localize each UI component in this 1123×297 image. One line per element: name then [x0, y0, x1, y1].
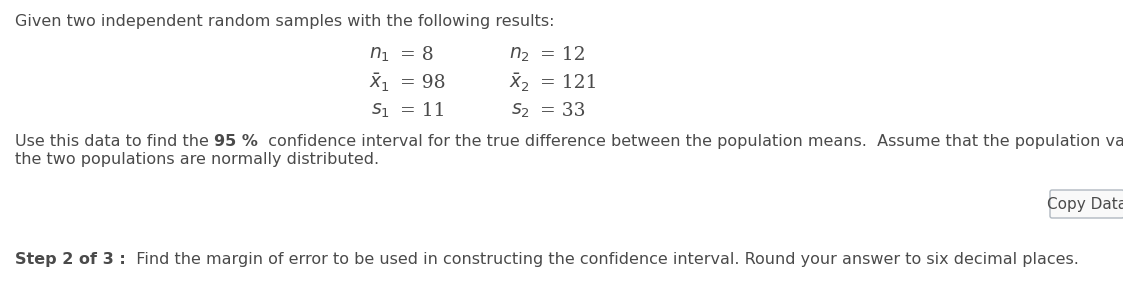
Text: = 11: = 11 [394, 102, 446, 120]
FancyBboxPatch shape [1050, 190, 1123, 218]
Text: = 33: = 33 [535, 102, 585, 120]
Text: Use this data to find the: Use this data to find the [15, 134, 214, 149]
Text: Given two independent random samples with the following results:: Given two independent random samples wit… [15, 14, 555, 29]
Text: $\bar{x}_1$: $\bar{x}_1$ [369, 72, 390, 94]
Text: $n_1$: $n_1$ [369, 46, 390, 64]
Text: $\bar{x}_2$: $\bar{x}_2$ [509, 72, 530, 94]
Text: the two populations are normally distributed.: the two populations are normally distrib… [15, 152, 380, 167]
Text: $n_2$: $n_2$ [509, 46, 530, 64]
Text: $s_1$: $s_1$ [371, 102, 390, 120]
Text: = 121: = 121 [535, 74, 597, 92]
Text: = 12: = 12 [535, 46, 585, 64]
Text: = 98: = 98 [394, 74, 446, 92]
Text: Copy Data: Copy Data [1047, 197, 1123, 211]
Text: Step 2 of 3 :: Step 2 of 3 : [15, 252, 126, 267]
Text: = 8: = 8 [394, 46, 433, 64]
Text: $s_2$: $s_2$ [511, 102, 530, 120]
Text: confidence interval for the true difference between the population means.  Assum: confidence interval for the true differe… [258, 134, 1123, 149]
Text: 95 %: 95 % [214, 134, 258, 149]
Text: Find the margin of error to be used in constructing the confidence interval. Rou: Find the margin of error to be used in c… [126, 252, 1078, 267]
